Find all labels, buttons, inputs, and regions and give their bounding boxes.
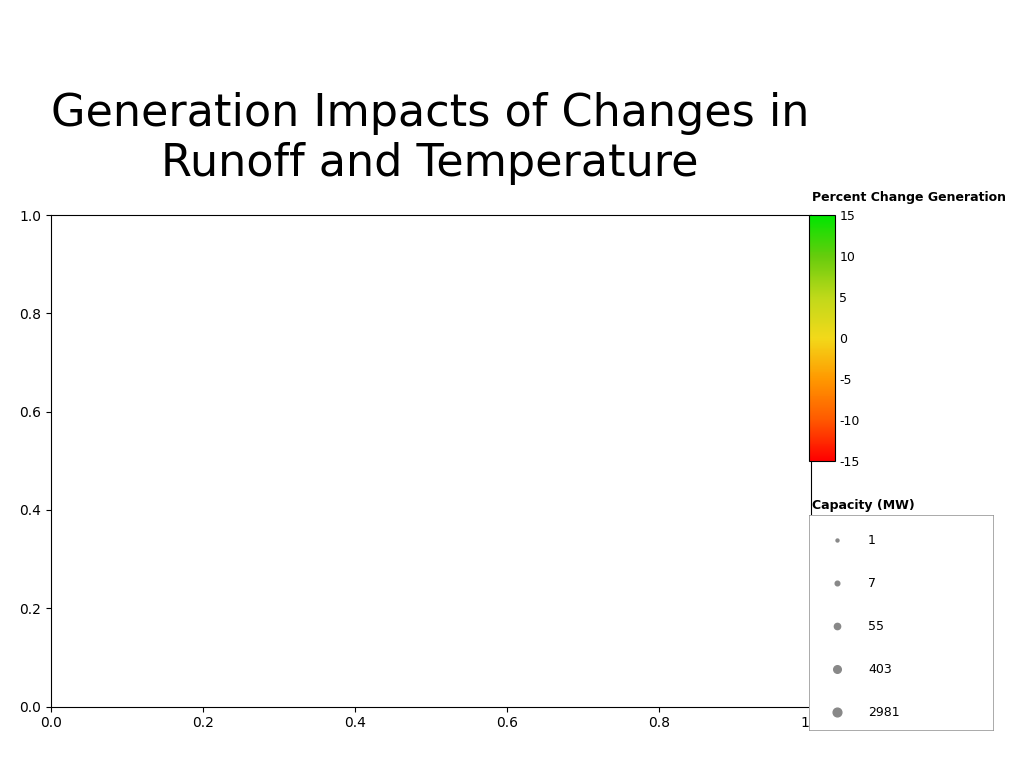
Text: 55: 55 bbox=[868, 620, 884, 633]
Text: 1: 1 bbox=[868, 534, 876, 547]
Text: Percent Change Generation: Percent Change Generation bbox=[812, 190, 1006, 204]
Text: 7: 7 bbox=[868, 577, 876, 590]
Text: 2981: 2981 bbox=[868, 706, 899, 719]
Text: 403: 403 bbox=[868, 663, 892, 676]
Text: Capacity (MW): Capacity (MW) bbox=[812, 499, 914, 512]
Text: Generation Impacts of Changes in
Runoff and Temperature: Generation Impacts of Changes in Runoff … bbox=[51, 92, 809, 185]
